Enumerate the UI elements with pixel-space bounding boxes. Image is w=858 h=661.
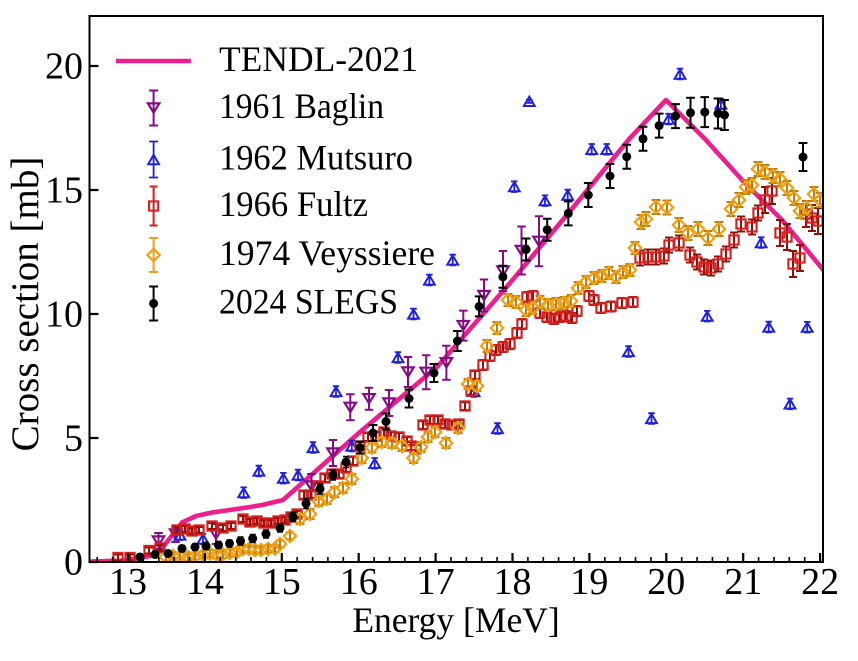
- svg-text:15: 15: [45, 170, 83, 212]
- svg-text:1966 Fultz: 1966 Fultz: [219, 184, 368, 224]
- svg-text:20: 20: [647, 561, 685, 603]
- svg-text:19: 19: [570, 561, 608, 603]
- svg-text:2024 SLEGS: 2024 SLEGS: [219, 282, 398, 322]
- svg-text:16: 16: [340, 561, 378, 603]
- svg-text:10: 10: [45, 294, 83, 336]
- svg-text:1961 Baglin: 1961 Baglin: [219, 86, 384, 126]
- svg-text:Energy [MeV]: Energy [MeV]: [352, 600, 559, 640]
- svg-text:1962 Mutsuro: 1962 Mutsuro: [219, 138, 413, 178]
- svg-text:1974 Veyssiere: 1974 Veyssiere: [219, 233, 435, 273]
- svg-text:20: 20: [45, 46, 83, 88]
- svg-text:18: 18: [494, 561, 532, 603]
- svg-text:0: 0: [64, 542, 83, 584]
- svg-text:Cross section [mb]: Cross section [mb]: [4, 157, 47, 452]
- svg-text:5: 5: [64, 418, 83, 460]
- svg-text:13: 13: [109, 561, 147, 603]
- svg-text:17: 17: [417, 561, 455, 603]
- svg-text:22: 22: [801, 561, 839, 603]
- svg-text:14: 14: [186, 561, 224, 603]
- svg-text:21: 21: [724, 561, 762, 603]
- svg-text:TENDL-2021: TENDL-2021: [219, 39, 418, 79]
- svg-text:15: 15: [263, 561, 301, 603]
